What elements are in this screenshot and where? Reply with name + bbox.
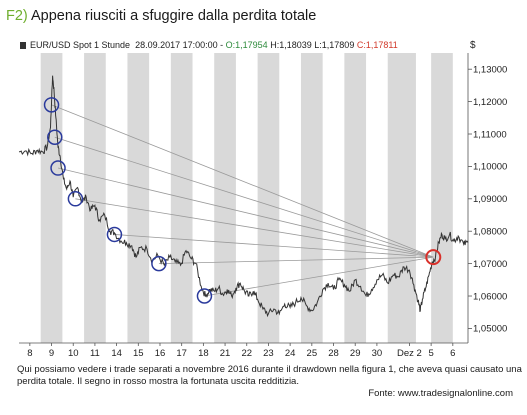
y-tick-label: 1,07000 xyxy=(473,259,507,270)
entry-marker xyxy=(151,255,167,272)
y-tick-label: 1,08000 xyxy=(473,227,507,238)
open-value: O:1,17954 xyxy=(225,40,268,50)
y-tick-label: 1,06000 xyxy=(473,291,507,302)
y-tick-label: 1,05000 xyxy=(473,324,507,335)
currency-symbol: $ xyxy=(470,40,476,51)
shaded-band xyxy=(431,53,453,343)
x-tick-label: 30 xyxy=(372,348,383,359)
x-tick-label: 14 xyxy=(111,348,122,359)
entry-marker xyxy=(106,226,123,243)
entry-marker xyxy=(50,160,66,176)
trade-line xyxy=(57,167,434,258)
shaded-band xyxy=(300,53,323,343)
y-tick-label: 1,11000 xyxy=(473,129,507,140)
x-tick-label: 23 xyxy=(263,348,274,359)
x-tick-label: 6 xyxy=(450,348,455,359)
x-tick-label: 8 xyxy=(27,348,32,359)
figure-title: F2) Appena riusciti a sfuggire dalla per… xyxy=(6,8,316,24)
shaded-band xyxy=(127,53,150,343)
x-tick-label: 18 xyxy=(198,348,209,359)
shaded-band xyxy=(257,53,280,343)
close-value: C:1,17811 xyxy=(356,40,398,50)
figure-title-text: Appena riusciti a sfuggire dalla perdita… xyxy=(30,8,317,24)
high-value: H:1,18039 xyxy=(270,40,312,50)
instrument-name: EUR/USD Spot 1 Stunde xyxy=(30,40,131,50)
x-tick-label: 9 xyxy=(49,348,54,359)
y-tick-label: 1,09000 xyxy=(473,194,507,205)
x-tick-label: 25 xyxy=(307,348,318,359)
trade-line xyxy=(75,198,434,258)
entry-marker xyxy=(196,288,213,304)
trade-line xyxy=(158,256,434,265)
figure-source: Fonte: www.tradesignalonline.com xyxy=(368,388,513,399)
instrument-info-line: EUR/USD Spot 1 Stunde 28.09.2017 17:00:0… xyxy=(20,40,398,50)
x-tick-label: 21 xyxy=(220,348,231,359)
trade-line xyxy=(51,104,434,258)
y-tick-label: 1,12000 xyxy=(473,97,507,108)
price-line xyxy=(18,75,469,318)
x-tick-label: 15 xyxy=(133,348,144,359)
trade-line xyxy=(54,136,434,258)
y-axis: 1,13000 1,12000 1,11000 1,10000 1,09000 1,080… xyxy=(468,65,507,335)
entry-marker xyxy=(43,97,60,113)
shaded-band xyxy=(84,53,106,343)
low-value: L:1,17809 xyxy=(314,40,355,50)
entry-marker xyxy=(47,129,63,145)
x-tick-label: 5 xyxy=(428,348,433,359)
trade-line xyxy=(114,234,434,258)
x-tick-label: 11 xyxy=(90,348,100,359)
shaded-band xyxy=(214,53,236,343)
figure-caption: Qui possiamo vedere i trade separati a n… xyxy=(17,364,522,387)
y-tick-label: 1,10000 xyxy=(473,162,507,173)
x-tick-label: 28 xyxy=(328,348,339,359)
trade-lines xyxy=(51,104,434,297)
x-tick-label: 22 xyxy=(241,348,252,359)
x-tick-label: 29 xyxy=(350,348,361,359)
x-axis: 8 9 10 11 14 15 16 17 18 21 22 23 24 25 28 29 30 Dez 2 5 6 xyxy=(27,343,455,359)
x-tick-label: Dez 2 xyxy=(397,348,422,359)
trade-markers xyxy=(43,97,442,304)
x-tick-label: 16 xyxy=(155,348,166,359)
bar-datetime: 28.09.2017 17:00:00 xyxy=(135,40,218,50)
price-series xyxy=(18,75,469,318)
figure-number: F2) xyxy=(6,8,28,24)
session-bands xyxy=(19,53,469,344)
shaded-band xyxy=(387,53,416,343)
x-tick-label: 17 xyxy=(176,348,187,359)
shaded-band xyxy=(170,53,193,343)
entry-marker xyxy=(67,191,84,207)
exit-marker xyxy=(425,249,442,266)
y-tick-label: 1,13000 xyxy=(473,65,507,76)
shaded-band xyxy=(344,53,367,343)
x-tick-label: 10 xyxy=(68,348,79,359)
series-square-icon xyxy=(20,42,26,49)
x-tick-label: 24 xyxy=(285,348,296,359)
